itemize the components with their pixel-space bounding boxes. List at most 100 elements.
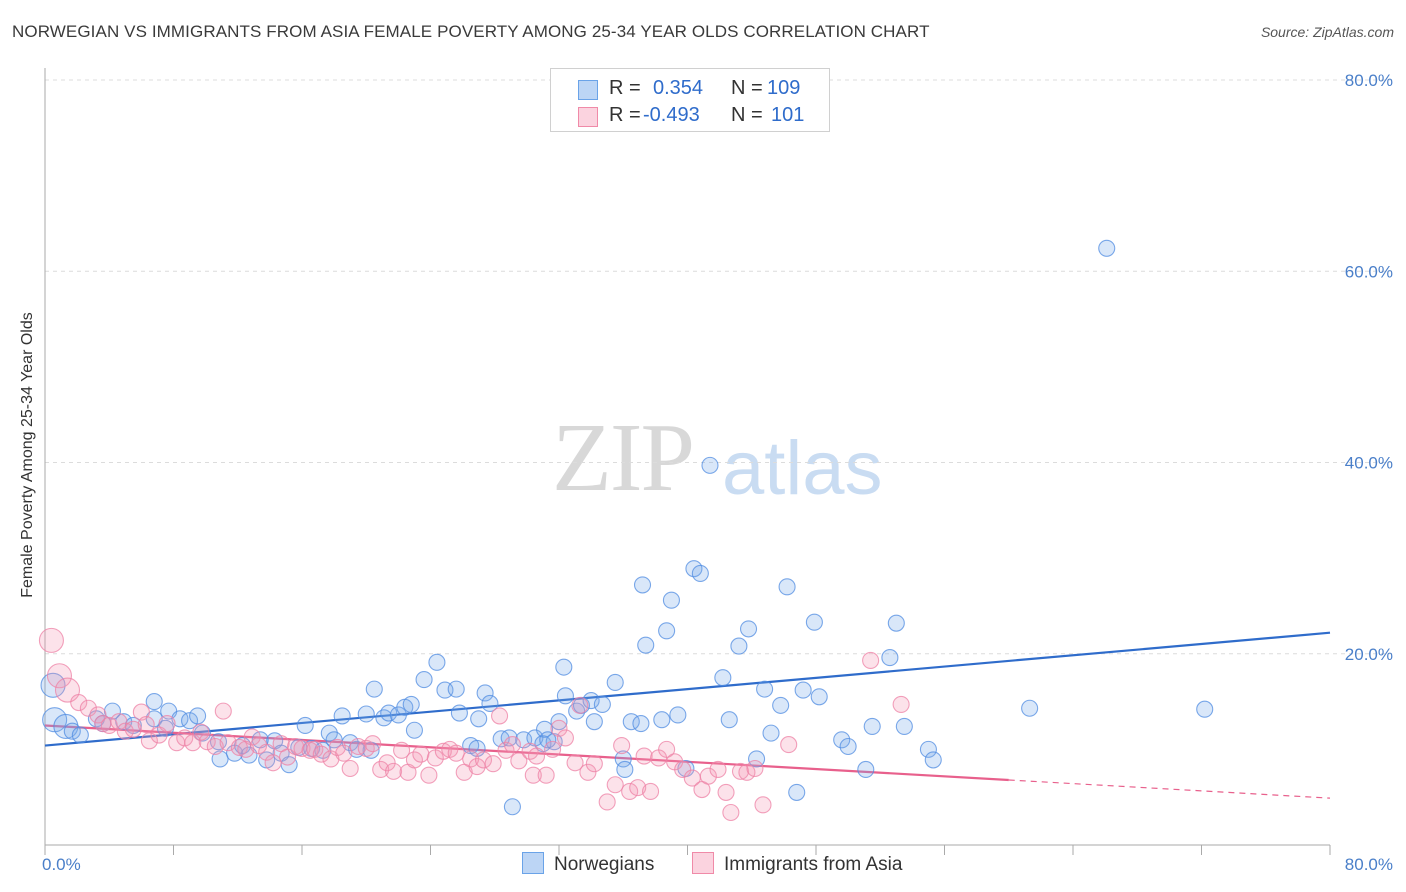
norwegian-point xyxy=(730,637,748,655)
asia-point xyxy=(364,735,382,753)
asia-point xyxy=(89,706,107,724)
asia-point xyxy=(544,740,562,758)
asia-point xyxy=(434,742,452,760)
norwegian-point xyxy=(720,711,738,729)
asia-point xyxy=(447,744,465,762)
asia-point xyxy=(335,744,353,762)
asia-point xyxy=(510,752,528,770)
norwegian-point xyxy=(633,576,652,594)
asia-point xyxy=(312,745,330,763)
norwegian-point xyxy=(447,680,465,698)
series-legend-norwegians: Norwegians xyxy=(522,852,654,876)
norwegian-point xyxy=(924,751,942,769)
asia-point xyxy=(585,755,603,773)
series-swatch-asia xyxy=(692,852,714,874)
watermark-zip: ZIP xyxy=(552,404,695,512)
asia-point xyxy=(38,627,64,653)
norwegian-point xyxy=(405,721,423,739)
norwegian-point xyxy=(887,614,905,632)
asia-point xyxy=(862,651,880,669)
norwegian-point xyxy=(71,726,89,744)
norwegian-point xyxy=(691,564,709,582)
asia-point xyxy=(571,696,589,714)
norwegian-point xyxy=(778,578,796,596)
norwegian-point xyxy=(857,760,875,779)
asia-point xyxy=(46,663,73,689)
norwegian-point xyxy=(296,716,314,735)
legend-r-value-norwegians: 0.354 xyxy=(653,77,704,99)
norwegian-point xyxy=(189,707,207,725)
asia-point xyxy=(606,776,624,794)
norwegian-point xyxy=(476,684,494,702)
asia-point xyxy=(613,736,631,755)
norwegian-point xyxy=(632,715,650,733)
asia-point xyxy=(393,741,411,759)
norwegian-point xyxy=(805,613,823,631)
norwegian-point xyxy=(470,710,488,728)
asia-point xyxy=(527,747,546,765)
asia-point xyxy=(556,729,574,747)
watermark-atlas: atlas xyxy=(722,426,883,511)
series-label-asia: Immigrants from Asia xyxy=(724,854,903,875)
asia-point xyxy=(243,728,261,746)
norwegian-point xyxy=(701,456,719,474)
norwegian-point xyxy=(181,712,199,730)
legend-n-label: N = xyxy=(731,77,763,99)
norwegian-point xyxy=(714,669,732,687)
asia-point xyxy=(722,803,740,822)
asia-point xyxy=(214,702,232,720)
tick-labels: 20.0% 40.0% 60.0% 80.0% 0.0% 80.0% xyxy=(42,71,1393,874)
norwegian-point xyxy=(550,713,568,731)
asia-point xyxy=(892,695,910,713)
norwegian-point xyxy=(839,737,857,756)
asia-point xyxy=(550,719,568,737)
gridlines xyxy=(45,79,1392,655)
norwegian-point xyxy=(614,750,632,768)
asia-point xyxy=(100,716,118,735)
asia-point xyxy=(754,796,772,814)
norwegian-point xyxy=(341,734,359,752)
asia-point xyxy=(328,738,346,757)
asia-point xyxy=(537,766,555,784)
trend-line-norwegians xyxy=(44,631,1331,747)
asia-point xyxy=(780,736,798,754)
asia-point xyxy=(110,713,128,731)
trend-line-asia xyxy=(44,724,1009,782)
trend-lines xyxy=(44,631,1331,799)
norwegian-point xyxy=(415,671,433,689)
asia-point xyxy=(258,743,276,761)
source-credit: Source: ZipAtlas.com xyxy=(1260,24,1394,40)
norwegian-point xyxy=(481,694,499,713)
asia-point xyxy=(699,767,717,785)
norwegian-point xyxy=(145,693,163,711)
asia-point xyxy=(746,759,764,778)
asia-point xyxy=(405,751,423,769)
norwegian-point xyxy=(1196,700,1214,718)
legend-n-label: N = xyxy=(731,104,763,126)
asia-point xyxy=(385,762,403,780)
asia-point xyxy=(709,760,727,779)
norwegian-point xyxy=(881,649,899,667)
norwegian-point xyxy=(357,705,375,723)
series-label-norwegians: Norwegians xyxy=(554,854,655,875)
asia-point xyxy=(474,751,493,769)
asia-point xyxy=(598,793,616,811)
norwegian-point xyxy=(810,688,828,706)
norwegian-point xyxy=(63,722,81,740)
asia-point xyxy=(137,715,155,734)
legend-n-value-norwegians: 109 xyxy=(767,77,801,99)
asia-point xyxy=(629,779,647,797)
norwegian-point xyxy=(895,717,913,735)
series-swatch-norwegians xyxy=(522,852,544,874)
norwegian-point xyxy=(794,681,812,699)
chart-title: NORWEGIAN VS IMMIGRANTS FROM ASIA FEMALE… xyxy=(12,22,930,41)
x-tick-label: 0.0% xyxy=(42,855,81,874)
norwegian-point xyxy=(333,707,351,725)
asia-point xyxy=(412,745,430,763)
norwegian-point xyxy=(658,622,676,640)
x-tick-label: 80.0% xyxy=(1345,855,1393,874)
asia-point xyxy=(192,723,210,741)
asia-point xyxy=(503,736,521,754)
norwegian-point xyxy=(669,706,687,724)
